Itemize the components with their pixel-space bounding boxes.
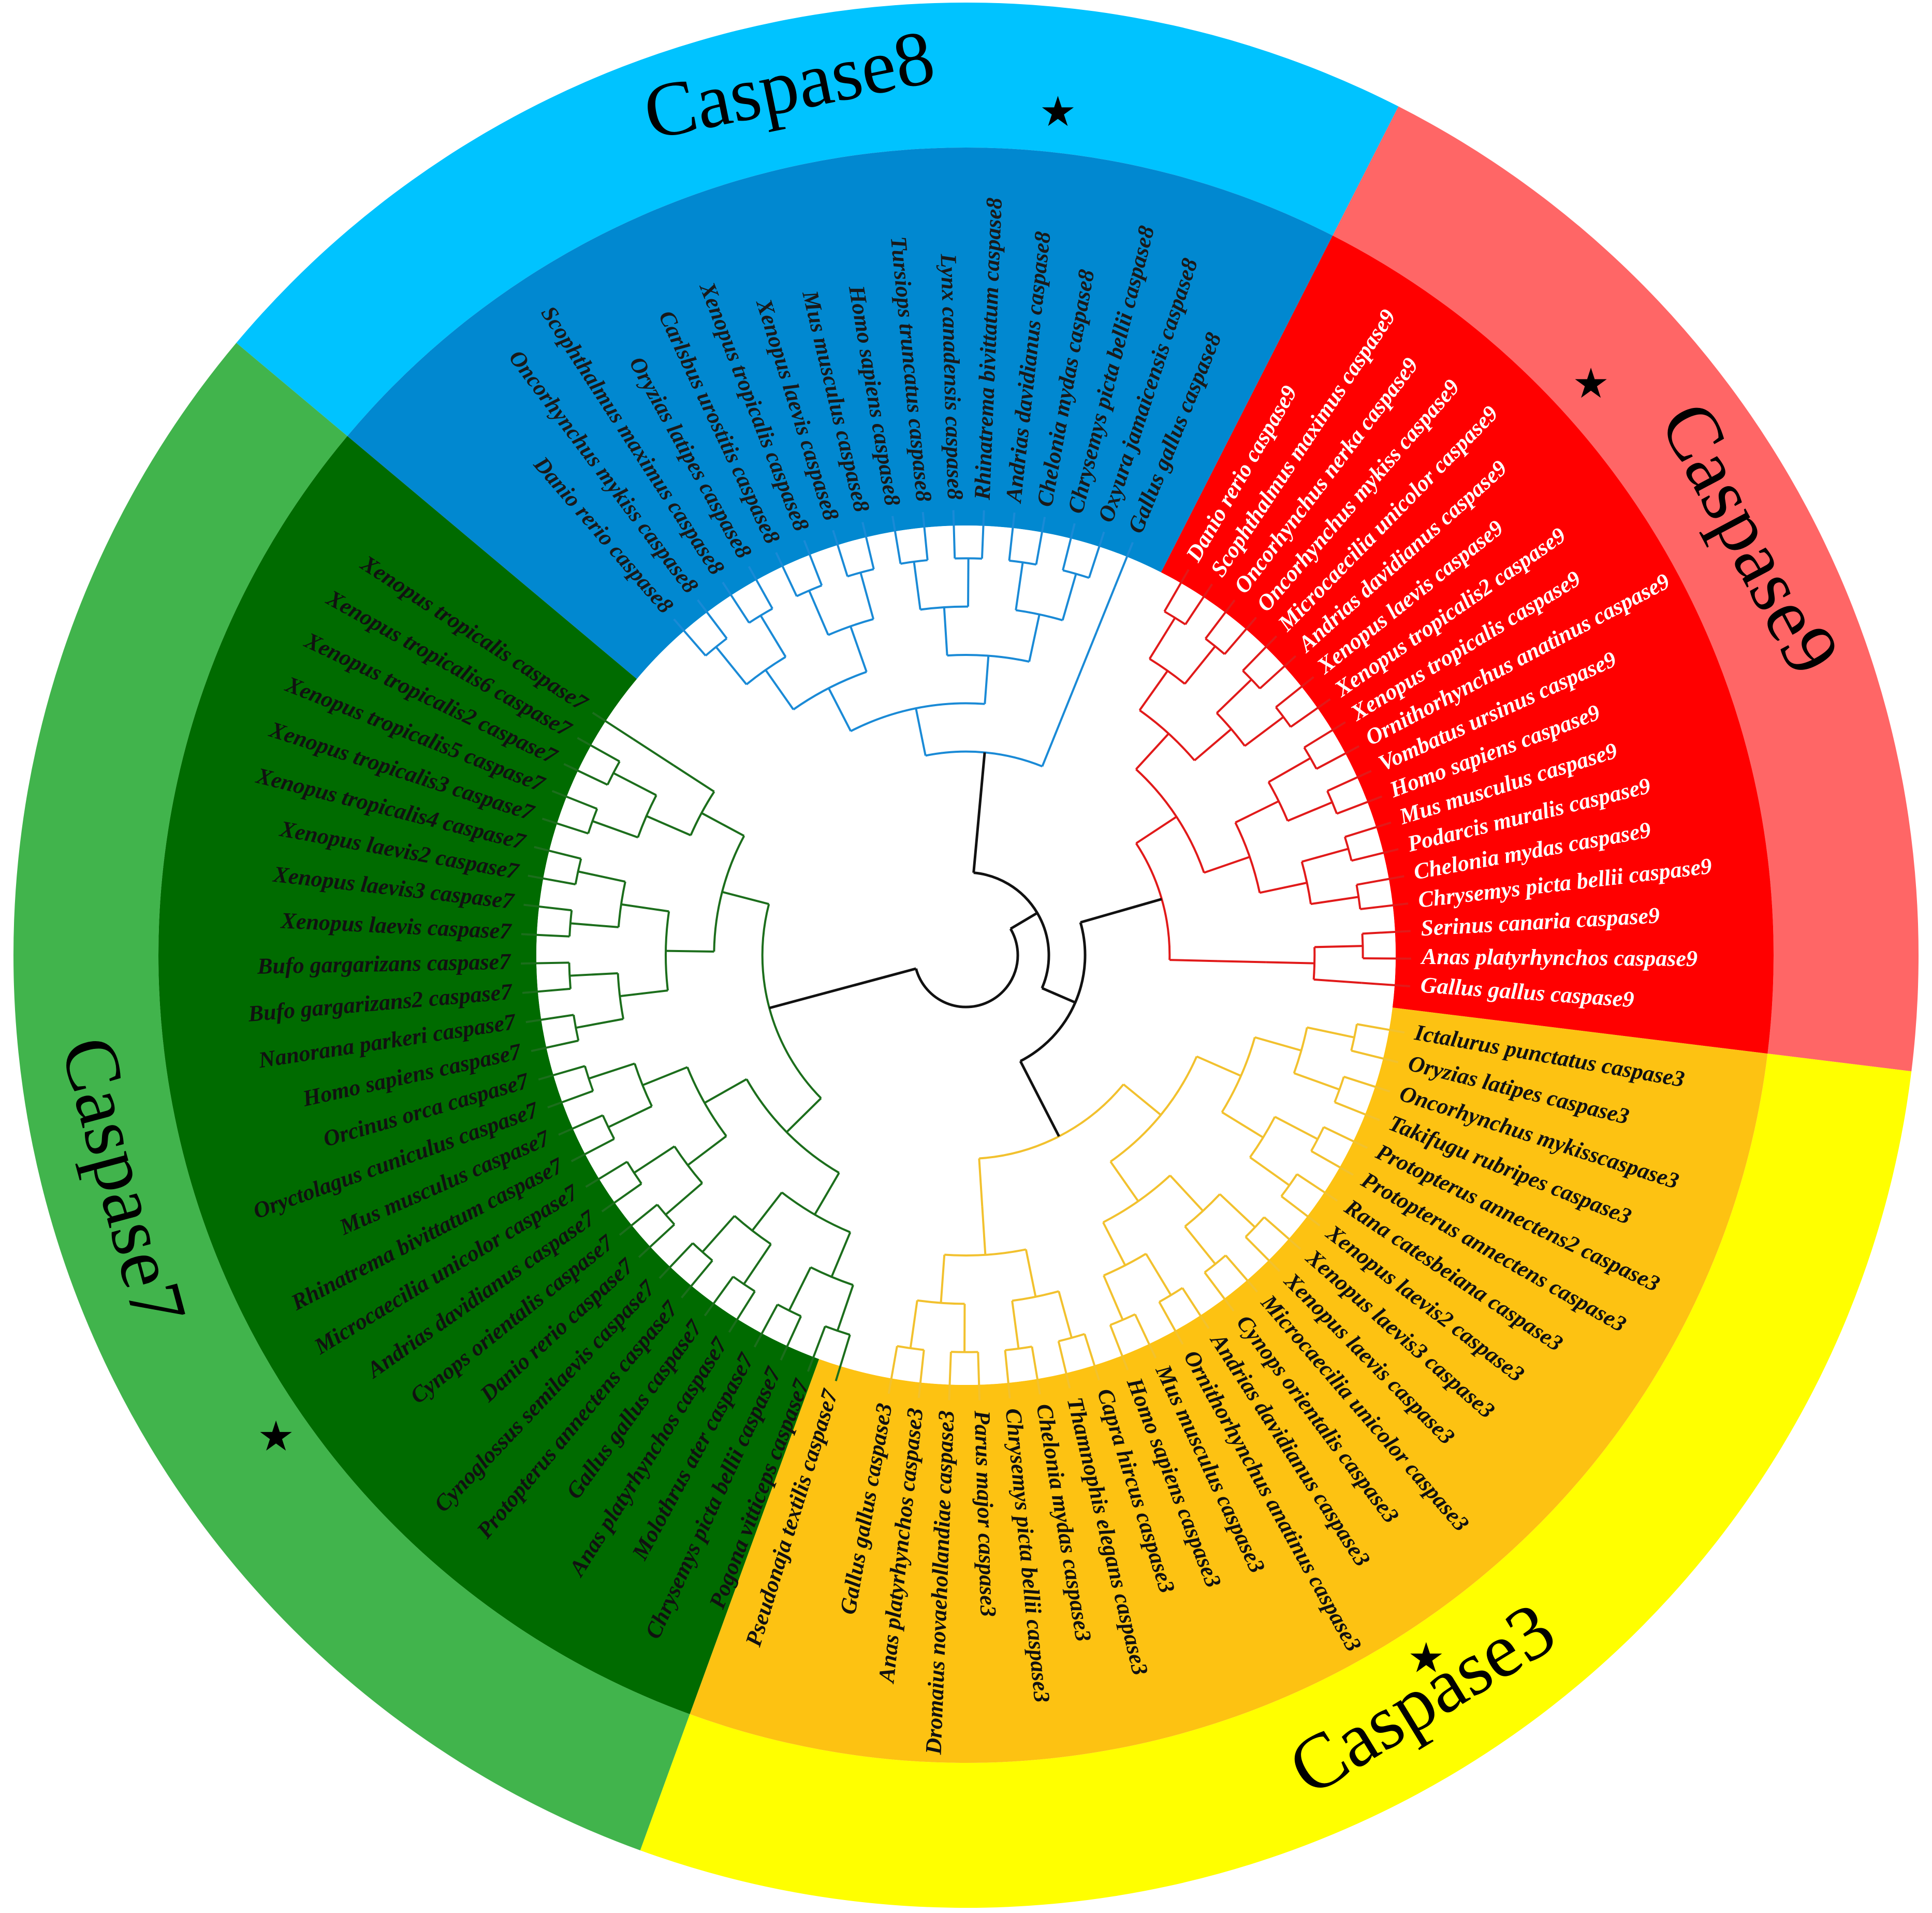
star-marker-icon: ★ xyxy=(257,1414,295,1460)
tree-branch xyxy=(978,1352,979,1400)
star-marker-icon: ★ xyxy=(1040,90,1077,135)
tree-branch xyxy=(1266,962,1314,963)
leaf-label: Bufo gargarizans caspase7 xyxy=(257,949,512,979)
tree-branch xyxy=(968,558,969,606)
tree-branch xyxy=(1363,958,1411,959)
star-marker-icon: ★ xyxy=(1408,1636,1445,1682)
tree-branch xyxy=(1314,946,1363,947)
star-marker-icon: ★ xyxy=(1572,361,1609,407)
tree-branch xyxy=(954,510,955,558)
tree-branch xyxy=(1169,960,1218,961)
tree-branch xyxy=(1218,961,1266,962)
tree-branch xyxy=(666,951,714,952)
tree-branch xyxy=(521,962,569,963)
leaf-label: Anas platyrhynchos caspase9 xyxy=(1420,944,1697,971)
